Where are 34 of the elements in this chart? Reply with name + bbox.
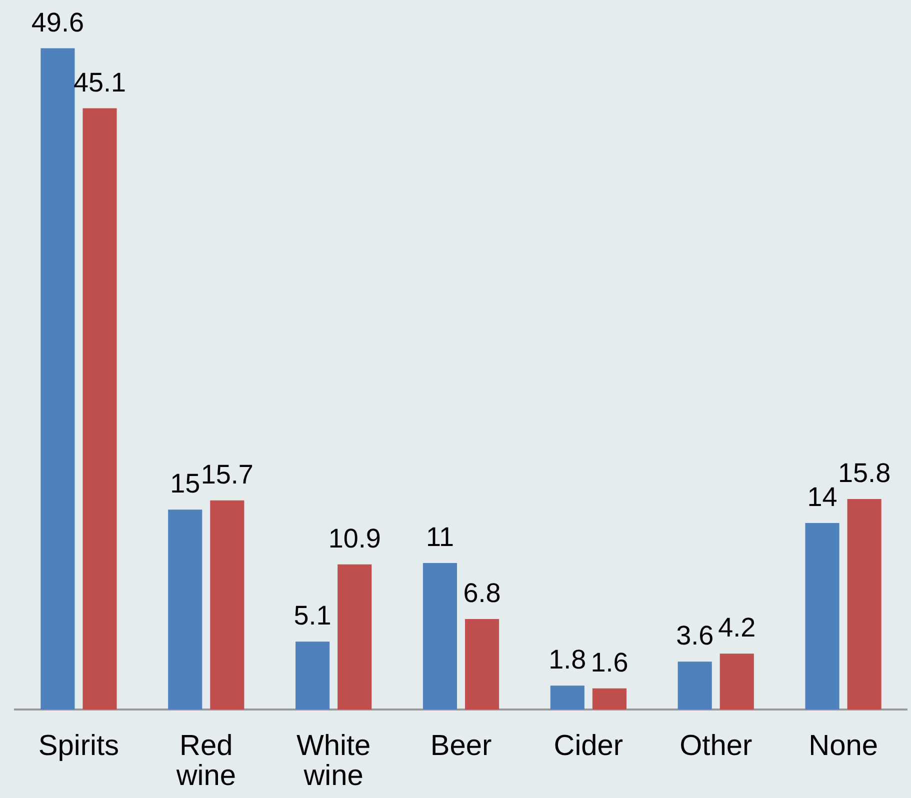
bar (40, 48, 75, 710)
bar (296, 642, 330, 710)
x-tick-label: Cider (554, 730, 624, 762)
data-label: 6.8 (463, 578, 501, 608)
bar (422, 563, 458, 710)
data-label: 10.9 (328, 523, 381, 554)
x-tick-label: None (808, 730, 878, 762)
data-label: 1.8 (548, 644, 586, 675)
data-label: 14 (807, 482, 838, 512)
data-label: 1.6 (590, 647, 628, 678)
bar (592, 688, 626, 710)
data-label: 15.8 (838, 458, 891, 488)
bar (678, 662, 712, 710)
bar (847, 498, 882, 710)
bar (550, 686, 584, 710)
bar (464, 619, 500, 710)
bar (82, 108, 117, 710)
data-label: 15.7 (200, 459, 254, 490)
data-label: 3.6 (676, 620, 714, 651)
x-tick-label: White wine (296, 730, 371, 792)
bar (338, 564, 372, 710)
x-tick-label: Red wine (175, 730, 236, 792)
x-tick-label: Beer (430, 730, 492, 762)
x-tick-label: Other (680, 730, 752, 762)
bar (720, 654, 754, 710)
bar (210, 500, 244, 710)
data-label: 11 (426, 522, 454, 552)
data-label: 5.1 (294, 600, 332, 631)
x-tick-label: Spirits (38, 730, 120, 762)
bar (805, 522, 840, 710)
data-label: 49.6 (31, 7, 84, 38)
data-label: 15 (170, 468, 200, 499)
data-label: 4.2 (718, 612, 756, 643)
bar (168, 510, 202, 710)
